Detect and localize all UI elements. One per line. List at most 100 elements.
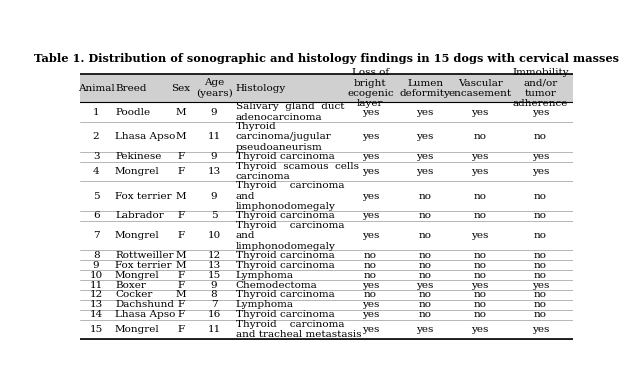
- Text: 7: 7: [211, 300, 217, 310]
- Text: no: no: [419, 310, 432, 319]
- Text: no: no: [534, 290, 547, 300]
- Text: yes: yes: [362, 108, 379, 117]
- Text: yes: yes: [362, 211, 379, 220]
- Text: Loss of
bright
ecogenic
layer: Loss of bright ecogenic layer: [347, 68, 394, 108]
- Text: no: no: [534, 271, 547, 280]
- Text: Thyroid    carcinoma
and
limphonodomegaly: Thyroid carcinoma and limphonodomegaly: [236, 181, 344, 211]
- Text: F: F: [178, 310, 185, 319]
- Text: F: F: [178, 271, 185, 280]
- Text: yes: yes: [417, 132, 434, 141]
- Text: no: no: [364, 271, 377, 280]
- Text: F: F: [178, 167, 185, 176]
- Text: 1: 1: [93, 108, 99, 117]
- Text: no: no: [419, 300, 432, 310]
- Text: yes: yes: [362, 281, 379, 290]
- Text: no: no: [534, 211, 547, 220]
- Text: Mongrel: Mongrel: [115, 325, 160, 334]
- Text: no: no: [419, 192, 432, 200]
- Text: Thyroid carcinoma: Thyroid carcinoma: [236, 310, 334, 319]
- Text: Thyroid    carcinoma
and
limphonodomegaly: Thyroid carcinoma and limphonodomegaly: [236, 221, 344, 250]
- Text: 15: 15: [89, 325, 103, 334]
- Bar: [80, 74, 573, 102]
- Text: Thyroid carcinoma: Thyroid carcinoma: [236, 261, 334, 270]
- Text: F: F: [178, 281, 185, 290]
- Text: 8: 8: [211, 290, 217, 300]
- Text: 9: 9: [211, 192, 217, 200]
- Text: Breed: Breed: [115, 84, 147, 93]
- Text: yes: yes: [532, 152, 549, 161]
- Text: no: no: [419, 211, 432, 220]
- Text: 13: 13: [208, 167, 220, 176]
- Text: no: no: [534, 231, 547, 240]
- Text: Mongrel: Mongrel: [115, 231, 160, 240]
- Text: Thyroid    carcinoma
and tracheal metastasis: Thyroid carcinoma and tracheal metastasi…: [236, 320, 361, 339]
- Text: no: no: [364, 251, 377, 260]
- Text: no: no: [364, 290, 377, 300]
- Text: no: no: [419, 290, 432, 300]
- Text: M: M: [176, 261, 187, 270]
- Text: F: F: [178, 231, 185, 240]
- Text: Pekinese: Pekinese: [115, 152, 161, 161]
- Text: 9: 9: [211, 108, 217, 117]
- Text: yes: yes: [417, 152, 434, 161]
- Text: M: M: [176, 192, 187, 200]
- Text: yes: yes: [362, 310, 379, 319]
- Text: F: F: [178, 152, 185, 161]
- Text: Thyroid carcinoma: Thyroid carcinoma: [236, 152, 334, 161]
- Text: 15: 15: [208, 271, 220, 280]
- Text: Mongrel: Mongrel: [115, 271, 160, 280]
- Text: yes: yes: [417, 167, 434, 176]
- Text: no: no: [473, 271, 487, 280]
- Text: yes: yes: [532, 281, 549, 290]
- Text: no: no: [473, 290, 487, 300]
- Text: yes: yes: [362, 167, 379, 176]
- Text: Cocker: Cocker: [115, 290, 152, 300]
- Text: no: no: [534, 300, 547, 310]
- Text: no: no: [419, 251, 432, 260]
- Text: 7: 7: [93, 231, 99, 240]
- Text: no: no: [419, 271, 432, 280]
- Text: Labrador: Labrador: [115, 211, 164, 220]
- Text: Thyroid  scamous  cells
carcinoma: Thyroid scamous cells carcinoma: [236, 162, 359, 181]
- Text: yes: yes: [362, 152, 379, 161]
- Text: Lhasa Apso: Lhasa Apso: [115, 310, 175, 319]
- Text: Mongrel: Mongrel: [115, 167, 160, 176]
- Text: yes: yes: [362, 325, 379, 334]
- Text: 4: 4: [93, 167, 99, 176]
- Text: no: no: [419, 231, 432, 240]
- Text: yes: yes: [471, 152, 489, 161]
- Text: no: no: [473, 251, 487, 260]
- Text: no: no: [364, 261, 377, 270]
- Text: Sex: Sex: [171, 84, 190, 93]
- Text: Lhasa Apso: Lhasa Apso: [115, 132, 175, 141]
- Text: 3: 3: [93, 152, 99, 161]
- Text: no: no: [473, 132, 487, 141]
- Text: no: no: [419, 261, 432, 270]
- Text: Fox terrier: Fox terrier: [115, 261, 171, 270]
- Text: yes: yes: [362, 192, 379, 200]
- Text: 10: 10: [208, 231, 220, 240]
- Text: Rottweiller: Rottweiller: [115, 251, 174, 260]
- Text: no: no: [473, 211, 487, 220]
- Text: 11: 11: [208, 132, 220, 141]
- Text: 14: 14: [89, 310, 103, 319]
- Text: Boxer: Boxer: [115, 281, 146, 290]
- Text: yes: yes: [362, 132, 379, 141]
- Text: 9: 9: [211, 281, 217, 290]
- Text: yes: yes: [532, 167, 549, 176]
- Text: Thyroid
carcinoma/jugular
pseudoaneurism: Thyroid carcinoma/jugular pseudoaneurism: [236, 122, 331, 152]
- Text: Chemodectoma: Chemodectoma: [236, 281, 317, 290]
- Text: 13: 13: [89, 300, 103, 310]
- Text: 9: 9: [211, 152, 217, 161]
- Text: yes: yes: [471, 167, 489, 176]
- Text: 16: 16: [208, 310, 220, 319]
- Text: F: F: [178, 325, 185, 334]
- Text: Thyroid carcinoma: Thyroid carcinoma: [236, 290, 334, 300]
- Text: Fox terrier: Fox terrier: [115, 192, 171, 200]
- Text: F: F: [178, 300, 185, 310]
- Text: no: no: [534, 192, 547, 200]
- Text: Thyroid carcinoma: Thyroid carcinoma: [236, 211, 334, 220]
- Text: Table 1. Distribution of sonographic and histology findings in 15 dogs with cerv: Table 1. Distribution of sonographic and…: [34, 53, 619, 65]
- Text: no: no: [473, 310, 487, 319]
- Text: Histology: Histology: [236, 84, 286, 93]
